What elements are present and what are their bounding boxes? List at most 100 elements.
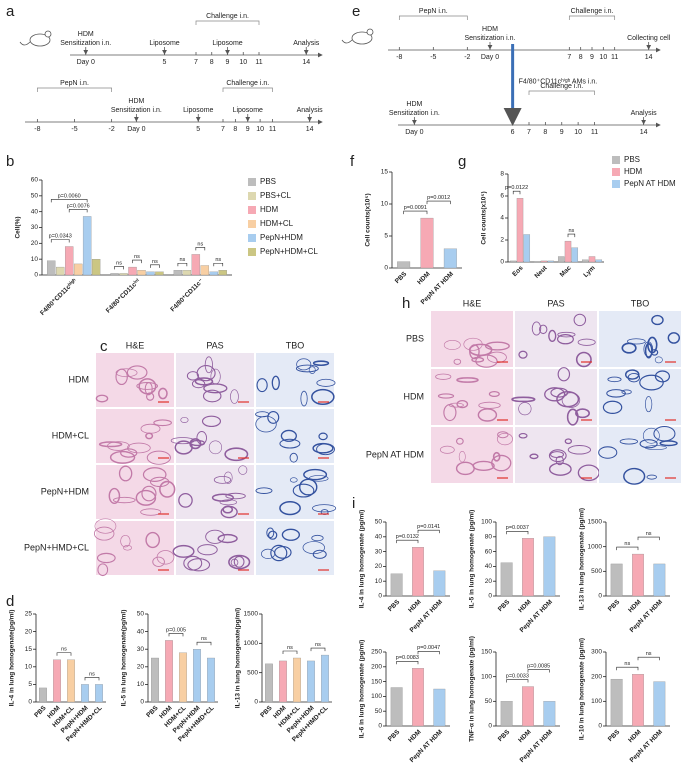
y-tick-label: 50 [137, 611, 145, 618]
tissue [112, 496, 136, 504]
significance-bracket [195, 247, 206, 251]
timeline-day-label: 9 [226, 59, 230, 66]
x-tick-label: HDM [627, 729, 642, 744]
y-tick-label: 1500 [588, 519, 603, 526]
tissue [126, 442, 151, 454]
tissue [518, 432, 528, 439]
tissue [178, 493, 193, 508]
tissue [183, 555, 203, 571]
y-tick-label: 100 [481, 673, 492, 680]
tissue [261, 548, 276, 560]
significance-bracket [616, 546, 639, 551]
bar [165, 640, 173, 703]
y-tick-label: 10 [137, 681, 145, 688]
tissue [312, 504, 337, 513]
tissue [443, 403, 457, 422]
y-tick-label: 200 [591, 673, 602, 680]
bar [179, 652, 187, 703]
tissue [141, 485, 157, 502]
x-tick-label: PBS [387, 598, 402, 613]
significance-bracket [637, 656, 660, 661]
tissue [602, 400, 623, 414]
y-tick-label: 40 [485, 563, 493, 570]
timeline-day-label: 10 [599, 54, 607, 61]
bar [53, 659, 61, 703]
span-bracket [222, 87, 273, 92]
event-label: Liposome [233, 107, 263, 114]
bar [47, 260, 56, 276]
tissue [518, 350, 528, 359]
legend-swatch [248, 248, 256, 256]
panel-label: h [402, 295, 410, 312]
panel-label: b [6, 153, 14, 170]
tissue [279, 438, 301, 449]
x-tick-label: PBS [387, 728, 402, 743]
y-tick-label: 0 [378, 593, 382, 600]
mouse-ear [366, 28, 374, 36]
tissue [93, 526, 115, 541]
tissue [654, 370, 671, 383]
tissue [492, 451, 501, 462]
timeline-day-label: 11 [255, 59, 262, 66]
tissue [556, 390, 580, 408]
timeline-day-label: 5 [196, 126, 200, 133]
tissue [219, 499, 238, 506]
event-label: Sensitization i.n. [111, 107, 162, 114]
timeline-day-label: 14 [640, 129, 648, 136]
x-tick-label: PBS [497, 728, 512, 743]
x-tick-label: PBS [33, 704, 48, 719]
bar [420, 217, 434, 269]
bar [173, 270, 183, 276]
y-axis-label: Cell(%) [15, 216, 22, 238]
y-tick-label: 500 [591, 568, 602, 575]
bar [151, 657, 159, 703]
y-tick-label: 5 [384, 233, 388, 240]
timeline-day-label: 7 [527, 129, 531, 136]
tissue [108, 487, 121, 505]
event-label: Liposome [183, 107, 213, 114]
row-label: PepN AT HDM [366, 449, 424, 459]
y-tick-label: 100 [591, 698, 602, 705]
y-tick-label: 0 [378, 723, 382, 730]
tissue [292, 483, 315, 498]
tissue [606, 389, 626, 398]
tissue [316, 378, 336, 387]
micrograph [176, 521, 254, 575]
legend-swatch [612, 156, 620, 164]
significance-label: p=0.0091 [404, 205, 427, 211]
span-bracket [37, 87, 112, 92]
micrograph [599, 427, 681, 483]
tissue [458, 451, 466, 463]
y-tick-label: 10 [25, 664, 33, 671]
legend-label: PBS [624, 155, 640, 164]
bar [595, 259, 603, 263]
significance-bracket [396, 539, 419, 544]
mouse-icon [29, 33, 51, 47]
y-tick-label: 40 [375, 534, 383, 541]
x-tick-label: F4/80⁺CD11c⁻ [169, 277, 205, 313]
bar [81, 684, 89, 703]
tissue [256, 378, 268, 393]
x-tick-label: PBS [607, 728, 622, 743]
bar [516, 198, 524, 263]
y-tick-label: 0 [34, 272, 38, 279]
significance-bracket [68, 209, 88, 213]
span-label: PepN i.n. [419, 8, 448, 15]
timeline-day-label: -2 [464, 54, 470, 61]
bar [522, 538, 534, 597]
y-tick-label: 20 [25, 628, 33, 635]
y-tick-label: 0 [28, 699, 32, 706]
timeline-day-label: 9 [560, 129, 564, 136]
significance-label: ns [152, 259, 158, 265]
y-tick-label: 10 [31, 256, 39, 263]
significance-bracket [282, 650, 298, 654]
timeline-day-label: -8 [396, 54, 402, 61]
mouse-tail [19, 41, 31, 46]
significance-bracket [114, 266, 124, 270]
significance-label: p=0.0037 [506, 525, 529, 531]
tissue [312, 549, 327, 559]
tissue [140, 423, 161, 434]
significance-label: ns [287, 645, 293, 651]
row-label: HDM+CL [52, 430, 89, 440]
tissue [94, 518, 117, 534]
